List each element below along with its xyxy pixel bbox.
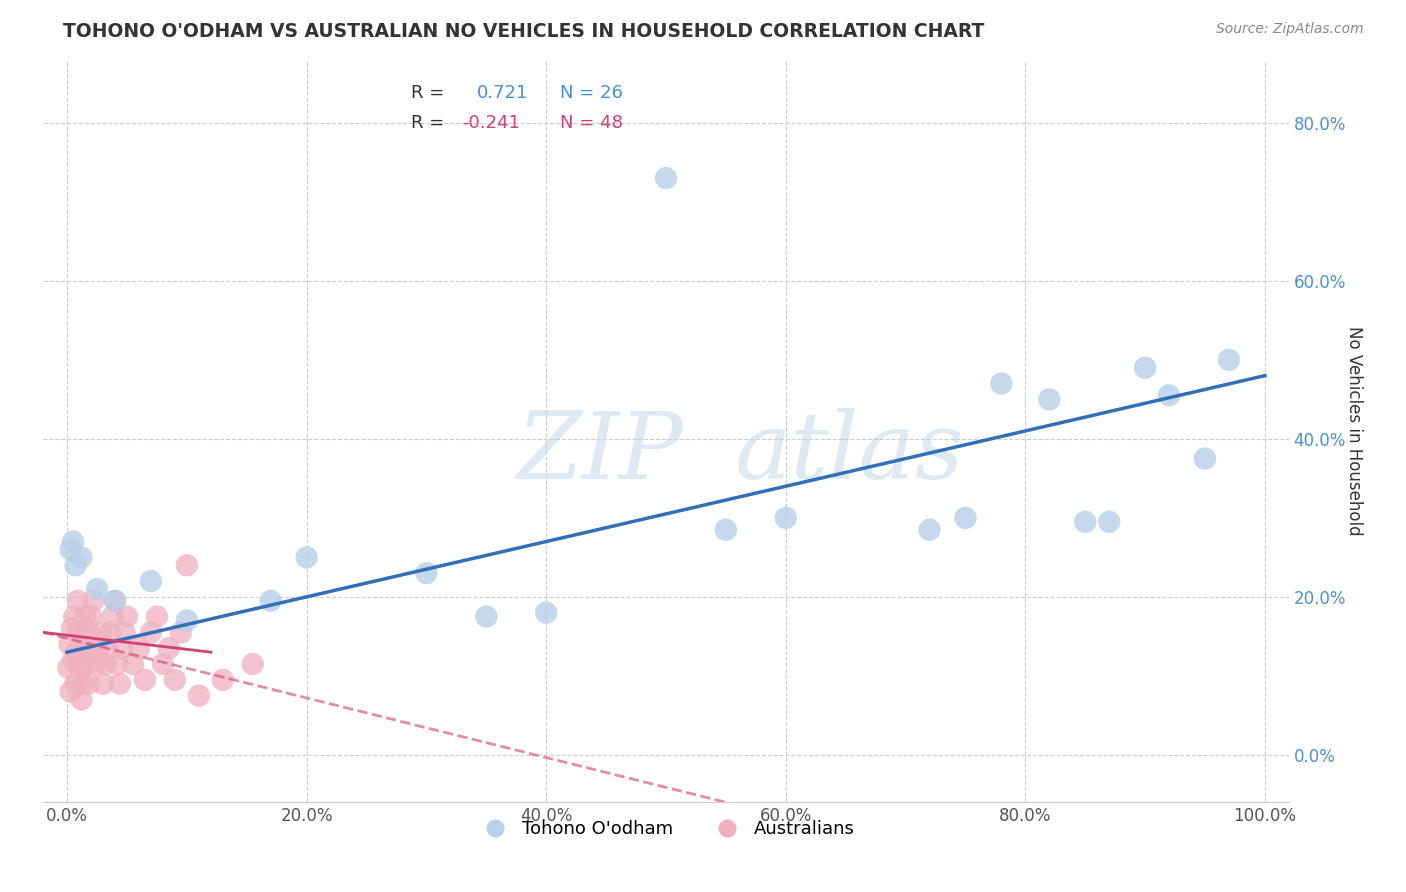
- Text: Source: ZipAtlas.com: Source: ZipAtlas.com: [1216, 22, 1364, 37]
- Point: [534, 606, 557, 620]
- Point: [415, 566, 437, 581]
- Text: N = 26: N = 26: [560, 84, 623, 102]
- Point: [66, 645, 89, 659]
- Point: [775, 511, 797, 525]
- Point: [86, 582, 108, 596]
- Point: [80, 609, 103, 624]
- Text: TOHONO O'ODHAM VS AUSTRALIAN NO VEHICLES IN HOUSEHOLD CORRELATION CHART: TOHONO O'ODHAM VS AUSTRALIAN NO VEHICLES…: [63, 22, 984, 41]
- Point: [82, 594, 104, 608]
- Point: [75, 657, 97, 671]
- Point: [152, 657, 174, 671]
- Point: [295, 550, 318, 565]
- Point: [176, 558, 198, 573]
- Point: [146, 609, 169, 624]
- Point: [60, 622, 83, 636]
- Point: [955, 511, 977, 525]
- Point: [73, 609, 96, 624]
- Point: [90, 625, 112, 640]
- Point: [134, 673, 156, 687]
- Text: 0.721: 0.721: [477, 84, 529, 102]
- Point: [139, 574, 162, 588]
- Point: [114, 625, 136, 640]
- Point: [1098, 515, 1121, 529]
- Point: [139, 625, 162, 640]
- Point: [128, 641, 150, 656]
- Point: [1133, 360, 1156, 375]
- Point: [77, 677, 100, 691]
- Point: [1218, 352, 1240, 367]
- Point: [122, 657, 145, 671]
- Point: [98, 625, 121, 640]
- Point: [1074, 515, 1097, 529]
- Point: [62, 653, 84, 667]
- Point: [70, 692, 93, 706]
- Point: [187, 689, 209, 703]
- Point: [58, 637, 80, 651]
- Text: atlas: atlas: [734, 409, 965, 499]
- Point: [157, 641, 180, 656]
- Point: [1194, 451, 1216, 466]
- Point: [163, 673, 186, 687]
- Point: [69, 661, 91, 675]
- Point: [65, 558, 87, 573]
- Legend: Tohono O'odham, Australians: Tohono O'odham, Australians: [470, 813, 862, 846]
- Point: [84, 657, 107, 671]
- Point: [70, 550, 93, 565]
- Point: [714, 523, 737, 537]
- Point: [66, 594, 89, 608]
- Point: [260, 594, 283, 608]
- Point: [211, 673, 233, 687]
- Point: [655, 171, 678, 186]
- Y-axis label: No Vehicles in Household: No Vehicles in Household: [1346, 326, 1362, 536]
- Text: R =: R =: [411, 113, 450, 132]
- Point: [115, 609, 138, 624]
- Point: [176, 614, 198, 628]
- Point: [63, 609, 86, 624]
- Point: [1038, 392, 1060, 407]
- Point: [76, 625, 98, 640]
- Point: [72, 677, 94, 691]
- Point: [111, 641, 134, 656]
- Point: [104, 594, 127, 608]
- Point: [108, 677, 131, 691]
- Point: [62, 534, 84, 549]
- Point: [170, 625, 193, 640]
- Point: [242, 657, 264, 671]
- Point: [67, 625, 90, 640]
- Point: [105, 657, 128, 671]
- Point: [1157, 388, 1180, 402]
- Point: [990, 376, 1012, 391]
- Text: N = 48: N = 48: [560, 113, 623, 132]
- Point: [73, 645, 96, 659]
- Point: [918, 523, 941, 537]
- Point: [87, 641, 110, 656]
- Point: [59, 684, 82, 698]
- Text: -0.241: -0.241: [461, 113, 520, 132]
- Point: [65, 677, 87, 691]
- Point: [58, 661, 80, 675]
- Point: [101, 609, 124, 624]
- Point: [104, 594, 127, 608]
- Text: R =: R =: [411, 84, 456, 102]
- Text: ZIP: ZIP: [516, 409, 683, 499]
- Point: [91, 677, 114, 691]
- Point: [79, 645, 101, 659]
- Point: [94, 657, 117, 671]
- Point: [59, 542, 82, 557]
- Point: [97, 641, 120, 656]
- Point: [475, 609, 498, 624]
